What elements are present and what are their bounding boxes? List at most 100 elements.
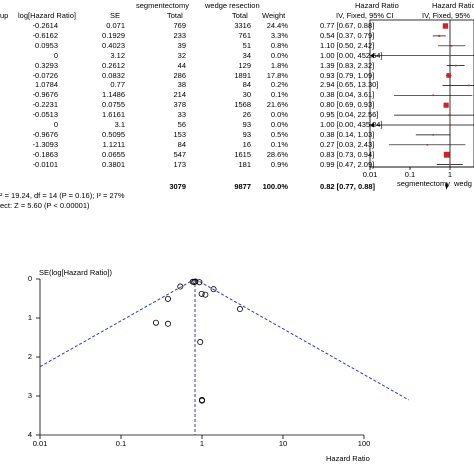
row-log: 1.0784 xyxy=(35,80,58,90)
row-log: -0.0101 xyxy=(32,159,58,169)
row-se: 1.1211 xyxy=(102,139,125,149)
row-total-a: 44 xyxy=(177,60,186,70)
row-total-a: 38 xyxy=(177,80,186,90)
row-total-b: 51 xyxy=(242,40,251,50)
row-total-b: 34 xyxy=(242,50,251,60)
funnel-point xyxy=(164,295,171,302)
col-hr-sub-header: IV, Fixed, 95% CI xyxy=(336,11,394,20)
forest-point xyxy=(449,54,451,57)
row-total-a: 233 xyxy=(173,30,186,40)
funnel-point xyxy=(192,278,199,285)
forest-pooled-diamond xyxy=(445,182,448,190)
row-total-a: 84 xyxy=(177,139,186,149)
funnel-point xyxy=(197,339,204,346)
forest-point xyxy=(449,163,451,166)
row-weight: 3.3% xyxy=(270,30,288,40)
favours-a-label: segmentectomy xyxy=(397,179,450,188)
row-se: 3.12 xyxy=(110,50,125,60)
row-se: 0.77 xyxy=(110,80,125,90)
row-se: 0.5095 xyxy=(102,129,125,139)
row-hr: 1.00 [0.00, 452.64] xyxy=(320,50,383,60)
total-hr: 0.82 [0.77, 0.88] xyxy=(320,182,376,191)
funnel-point xyxy=(198,290,205,297)
funnel-y-tick-label: 0 xyxy=(27,274,32,283)
row-se: 0.0755 xyxy=(102,100,125,110)
row-se: 0.0832 xyxy=(102,70,125,80)
row-hr: 0.38 [0.04, 3.61] xyxy=(320,90,375,100)
forest-point xyxy=(442,23,449,29)
row-total-a: 378 xyxy=(173,100,186,110)
funnel-ylabel: SE(log[Hazard Ratio]) xyxy=(39,268,112,277)
total-a: 3079 xyxy=(169,182,186,191)
row-total-a: 153 xyxy=(173,129,186,139)
row-total-b: 3316 xyxy=(234,21,251,30)
col-total-b-header: Total xyxy=(232,11,248,20)
row-total-a: 286 xyxy=(173,70,186,80)
row-weight: 21.6% xyxy=(266,100,288,110)
row-weight: 0.9% xyxy=(270,159,288,169)
row-total-b: 16 xyxy=(242,139,251,149)
forest-tick-1: 1 xyxy=(447,170,453,179)
row-se: 0.2612 xyxy=(102,60,125,70)
funnel-point xyxy=(236,306,243,313)
row-weight: 0.8% xyxy=(270,40,288,50)
row-hr: 0.27 [0.03, 2.43] xyxy=(320,139,375,149)
row-log: -0.6162 xyxy=(32,30,58,40)
forest-ci-arrow xyxy=(370,122,374,128)
row-log: 0 xyxy=(53,120,58,129)
col-study-header: up xyxy=(0,11,9,20)
row-total-a: 33 xyxy=(177,110,186,120)
favours-b-label: wedg xyxy=(454,179,472,188)
row-se: 0.071 xyxy=(106,21,125,30)
row-log: 0.0953 xyxy=(35,40,58,50)
row-weight: 0.0% xyxy=(270,120,288,129)
funnel-point xyxy=(177,283,184,290)
row-total-b: 181 xyxy=(238,159,251,169)
forest-tick-0.01: 0.01 xyxy=(362,170,378,179)
row-log: -0.0726 xyxy=(32,70,58,80)
row-total-b: 1568 xyxy=(234,100,251,110)
row-log: -1.3093 xyxy=(32,139,58,149)
row-hr: 0.80 [0.69, 0.93] xyxy=(320,100,375,110)
row-total-b: 93 xyxy=(242,120,251,129)
row-se: 0.1929 xyxy=(102,30,125,40)
row-hr: 1.39 [0.83, 2.32] xyxy=(320,60,375,70)
row-total-b: 26 xyxy=(242,110,251,120)
row-total-b: 129 xyxy=(238,60,251,70)
forest-tick-0.1: 0.1 xyxy=(404,170,416,179)
forest-point xyxy=(443,151,450,158)
row-se: 3.1 xyxy=(114,120,125,129)
forest-point xyxy=(443,102,449,108)
funnel-x-tick-label: 0.1 xyxy=(115,439,127,448)
forest-point xyxy=(426,144,429,146)
row-weight: 17.8% xyxy=(266,70,288,80)
row-total-a: 214 xyxy=(173,90,186,100)
row-log: 0 xyxy=(53,50,58,60)
forest-point xyxy=(449,124,451,126)
total-b: 9877 xyxy=(234,182,251,191)
forest-point xyxy=(432,94,434,97)
row-log: -0.9676 xyxy=(32,129,58,139)
col-se-header: SE xyxy=(110,11,121,20)
col-total-a-header: Total xyxy=(167,11,183,20)
funnel-ci-left xyxy=(39,278,196,368)
row-weight: 0.1% xyxy=(270,90,288,100)
funnel-x-tick-label: 100 xyxy=(357,439,371,448)
forest-point xyxy=(446,73,452,78)
hr-plot-header: Hazard Ratio xyxy=(432,1,474,10)
row-log: 0.3293 xyxy=(35,60,58,70)
forest-ci-arrow xyxy=(370,53,374,59)
row-total-b: 30 xyxy=(242,90,251,100)
row-log: -0.9676 xyxy=(32,90,58,100)
overall-effect-text: ect: Z = 5.60 (P < 0.00001) xyxy=(0,201,90,210)
row-total-a: 547 xyxy=(173,149,186,159)
forest-point xyxy=(467,84,470,87)
row-hr: 0.83 [0.73, 0.94] xyxy=(320,149,375,159)
row-total-a: 173 xyxy=(173,159,186,169)
forest-point xyxy=(450,45,453,47)
forest-point xyxy=(448,114,450,116)
row-weight: 0.0% xyxy=(270,50,288,60)
funnel-y-tick-label: 4 xyxy=(27,430,32,439)
row-hr: 0.99 [0.47, 2.09] xyxy=(320,159,375,169)
